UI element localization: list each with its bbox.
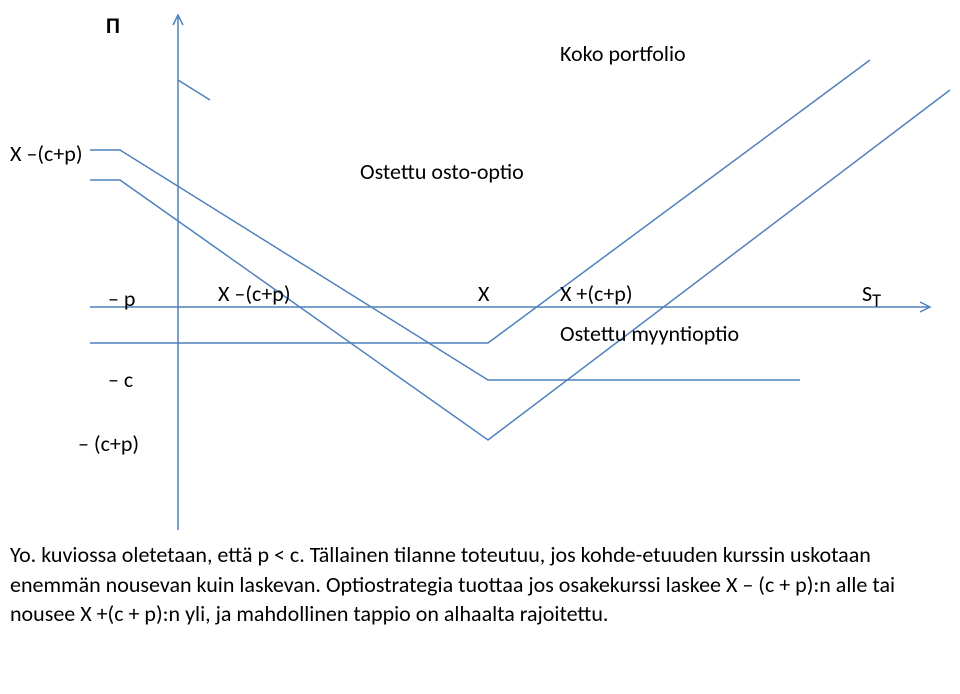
chart-label-3: X –(c+p) [10, 140, 83, 167]
chart-label-8: ST [862, 280, 881, 311]
line-helper-segment [178, 80, 210, 100]
chart-label-11: – (c+p) [78, 430, 139, 457]
chart-label-text: S [862, 280, 872, 307]
lines-group [90, 60, 950, 440]
chart-label-5: X –(c+p) [218, 280, 291, 307]
line-portfolio-straddle [90, 90, 950, 440]
chart-label-0: Π [106, 12, 120, 39]
chart-label-4: – p [108, 285, 136, 312]
payoff-diagram-canvas: Π Koko portfolio Ostettu osto-optio X –(c+p… [0, 0, 960, 694]
chart-label-sub: T [872, 289, 881, 311]
chart-label-10: – c [108, 366, 133, 393]
chart-svg [0, 0, 960, 530]
caption-text: Yo. kuviossa oletetaan, että p < c. Täll… [10, 540, 950, 629]
chart-label-6: X [478, 280, 489, 307]
axes-group [90, 15, 930, 530]
chart-label-7: X +(c+p) [560, 280, 633, 307]
chart-label-2: Ostettu osto-optio [360, 158, 524, 185]
chart-label-9: Ostettu myyntioptio [560, 320, 739, 347]
chart-label-1: Koko portfolio [560, 40, 686, 67]
